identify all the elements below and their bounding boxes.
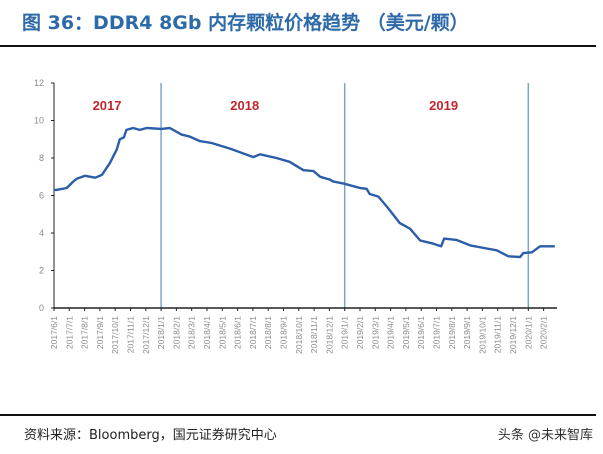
x-tick-label: 2018/8/1 — [263, 316, 273, 349]
title-rule — [0, 45, 596, 47]
year-label: 2017 — [93, 98, 122, 113]
x-tick-label: 2019/2/1 — [355, 316, 365, 349]
x-tick-label: 2018/7/1 — [248, 316, 258, 349]
x-tick-label: 2019/6/1 — [416, 316, 426, 349]
x-tick-label: 2019/8/1 — [447, 316, 457, 349]
y-tick-label: 8 — [39, 153, 44, 163]
x-tick-label: 2019/9/1 — [462, 316, 472, 349]
y-tick-label: 2 — [39, 266, 44, 276]
figure-title: 图 36：DDR4 8Gb 内存颗粒价格趋势 （美元/颗） — [22, 12, 469, 34]
x-tick-label: 2019/4/1 — [386, 316, 396, 349]
watermark: 头条 @未来智库 — [497, 428, 593, 443]
x-tick-label: 2018/9/1 — [279, 316, 289, 349]
x-tick-label: 2017/7/1 — [64, 316, 74, 349]
x-tick-label: 2019/11/1 — [493, 316, 503, 353]
x-tick-label: 2018/4/1 — [202, 316, 212, 349]
year-label: 2018 — [230, 98, 259, 113]
price-series-line — [54, 126, 555, 259]
x-tick-label: 2017/6/1 — [49, 316, 59, 349]
x-tick-label: 2018/2/1 — [171, 316, 181, 349]
x-tick-label: 2019/12/1 — [508, 316, 518, 354]
x-tick-label: 2017/10/1 — [110, 316, 120, 354]
y-tick-label: 4 — [39, 228, 44, 238]
x-tick-label: 2018/5/1 — [217, 316, 227, 349]
source-note: 资料来源：Bloomberg，国元证券研究中心 — [24, 428, 277, 443]
x-tick-label: 2018/12/1 — [324, 316, 334, 354]
x-tick-label: 2019/7/1 — [432, 316, 442, 349]
y-tick-label: 12 — [34, 78, 44, 88]
y-tick-label: 10 — [34, 116, 44, 126]
x-tick-label: 2017/11/1 — [126, 316, 136, 353]
year-label: 2019 — [429, 98, 458, 113]
x-tick-label: 2020/1/1 — [523, 316, 533, 349]
x-tick-label: 2018/11/1 — [309, 316, 319, 353]
x-tick-label: 2018/3/1 — [187, 316, 197, 349]
x-tick-label: 2018/10/1 — [294, 316, 304, 354]
x-tick-label: 2019/3/1 — [370, 316, 380, 349]
x-tick-label: 2017/8/1 — [80, 316, 90, 349]
x-tick-label: 2017/9/1 — [95, 316, 105, 349]
y-tick-label: 0 — [39, 303, 44, 313]
x-tick-label: 2020/2/1 — [539, 316, 549, 349]
x-tick-label: 2019/1/1 — [340, 316, 350, 349]
x-tick-label: 2018/1/1 — [156, 316, 166, 349]
x-tick-label: 2017/12/1 — [141, 316, 151, 354]
y-tick-label: 6 — [39, 191, 44, 201]
x-tick-label: 2019/5/1 — [401, 316, 411, 349]
x-tick-label: 2018/6/1 — [233, 316, 243, 349]
x-tick-label: 2019/10/1 — [477, 316, 487, 354]
footer-rule — [0, 414, 596, 416]
